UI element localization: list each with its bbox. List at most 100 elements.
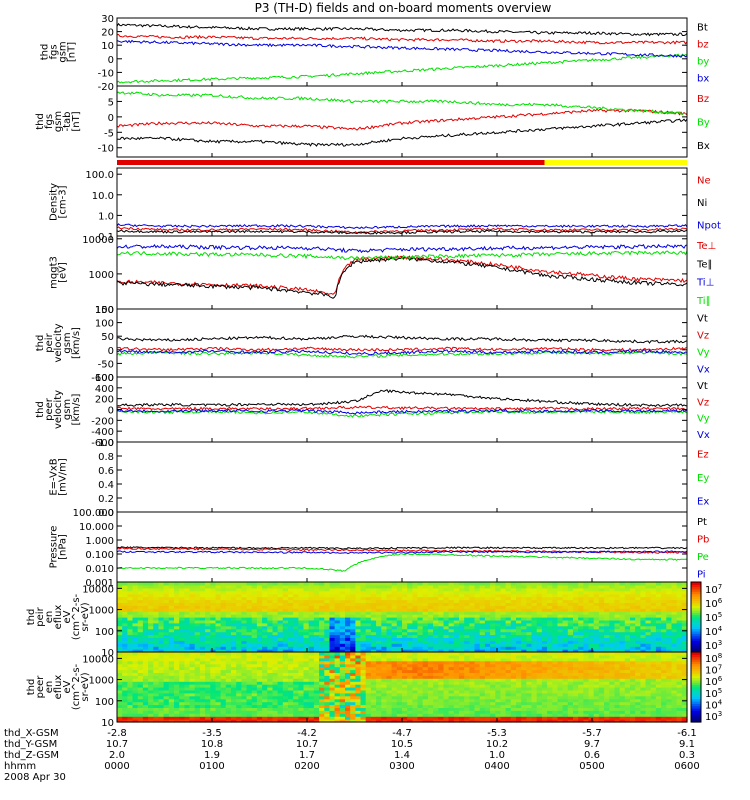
y-axis-label-line: Pressure (49, 526, 60, 569)
heat-cell (479, 675, 486, 679)
heat-cell (184, 605, 191, 609)
heat-cell (324, 637, 331, 641)
heat-cell (189, 582, 196, 586)
heat-cell (179, 716, 185, 720)
heat-cell (189, 681, 196, 685)
heat-cell (386, 695, 393, 700)
heat-cell (174, 678, 180, 682)
heat-cell (681, 617, 688, 621)
heat-cell (459, 710, 465, 714)
heat-cell (298, 675, 305, 679)
heat-cell (588, 599, 595, 603)
heat-cell (184, 637, 191, 641)
heat-cell (122, 622, 128, 627)
heat-cell (448, 643, 455, 647)
heat-cell (443, 590, 450, 595)
heat-cell (142, 695, 149, 700)
heat-cell (148, 713, 154, 717)
heat-cell (158, 640, 165, 644)
heat-cell (122, 681, 128, 685)
heat-cell (148, 625, 154, 630)
heat-cell (205, 590, 211, 595)
heat-cell (490, 643, 496, 647)
heat-cell (376, 672, 382, 676)
heat-cell (288, 710, 294, 714)
heat-cell (277, 654, 284, 659)
heat-cell (308, 660, 315, 665)
heat-cell (334, 643, 341, 647)
heat-cell (288, 669, 294, 673)
heat-cell (189, 637, 196, 641)
heat-cell (308, 628, 315, 633)
heat-cell (117, 590, 123, 595)
heat-cell (272, 614, 279, 618)
heat-cell (438, 608, 445, 612)
heat-cell (474, 596, 481, 601)
heat-cell (510, 593, 517, 598)
heat-cell (293, 634, 299, 638)
heat-cell (334, 593, 341, 598)
heat-cell (137, 634, 144, 638)
heat-cell (541, 602, 548, 606)
heat-cell (619, 649, 626, 653)
heat-cell (495, 625, 502, 630)
heat-cell (163, 654, 170, 659)
heat-cell (402, 704, 408, 708)
heat-cell (593, 628, 600, 633)
y-axis-label-line: thd (35, 113, 46, 130)
heat-cell (293, 582, 299, 586)
heat-cell (604, 631, 610, 636)
heat-cell (464, 593, 470, 598)
heat-cell (661, 584, 667, 589)
heat-cell (588, 640, 595, 644)
heat-cell (484, 660, 491, 665)
heat-cell (122, 582, 128, 586)
heat-cell (391, 660, 398, 665)
heat-cell (407, 646, 413, 650)
heat-cell (526, 605, 533, 609)
heat-cell (231, 611, 237, 615)
heat-cell (521, 599, 527, 603)
heat-cell (303, 631, 310, 636)
heat-cell (619, 631, 626, 636)
heat-cell (464, 602, 470, 606)
heat-cell (189, 687, 196, 691)
heat-cell (505, 713, 512, 717)
heat-cell (681, 593, 688, 598)
heat-cell (464, 663, 470, 668)
heat-cell (391, 657, 398, 662)
heat-cell (205, 637, 211, 641)
heat-cell (137, 646, 144, 650)
heat-cell (345, 681, 351, 685)
heat-cell (448, 625, 455, 630)
heat-cell (386, 669, 393, 673)
heat-cell (464, 678, 470, 682)
heat-cell (531, 637, 538, 641)
colorbar-tick-base: 10 (705, 627, 718, 638)
heat-cell (220, 637, 227, 641)
heat-cell (510, 675, 517, 679)
heat-cell (241, 657, 248, 662)
heat-cell (339, 681, 346, 685)
heat-cell (391, 719, 398, 723)
heat-cell (370, 643, 377, 647)
heat-cell (661, 649, 667, 653)
heat-cell (661, 640, 667, 644)
heat-cell (158, 631, 165, 636)
heat-cell (505, 587, 512, 592)
heat-cell (236, 652, 242, 656)
heat-cell (516, 590, 522, 595)
heat-cell (303, 710, 310, 714)
heat-cell (256, 593, 263, 598)
heat-cell (303, 689, 310, 694)
heat-cell (288, 707, 294, 711)
heat-cell (308, 713, 315, 717)
heat-cell (205, 593, 211, 598)
heat-cell (443, 657, 450, 662)
heat-cell (189, 599, 196, 603)
heat-cell (562, 587, 569, 592)
heat-cell (231, 652, 237, 656)
heat-cell (360, 666, 367, 671)
heat-cell (526, 669, 533, 673)
heat-cell (220, 654, 227, 659)
